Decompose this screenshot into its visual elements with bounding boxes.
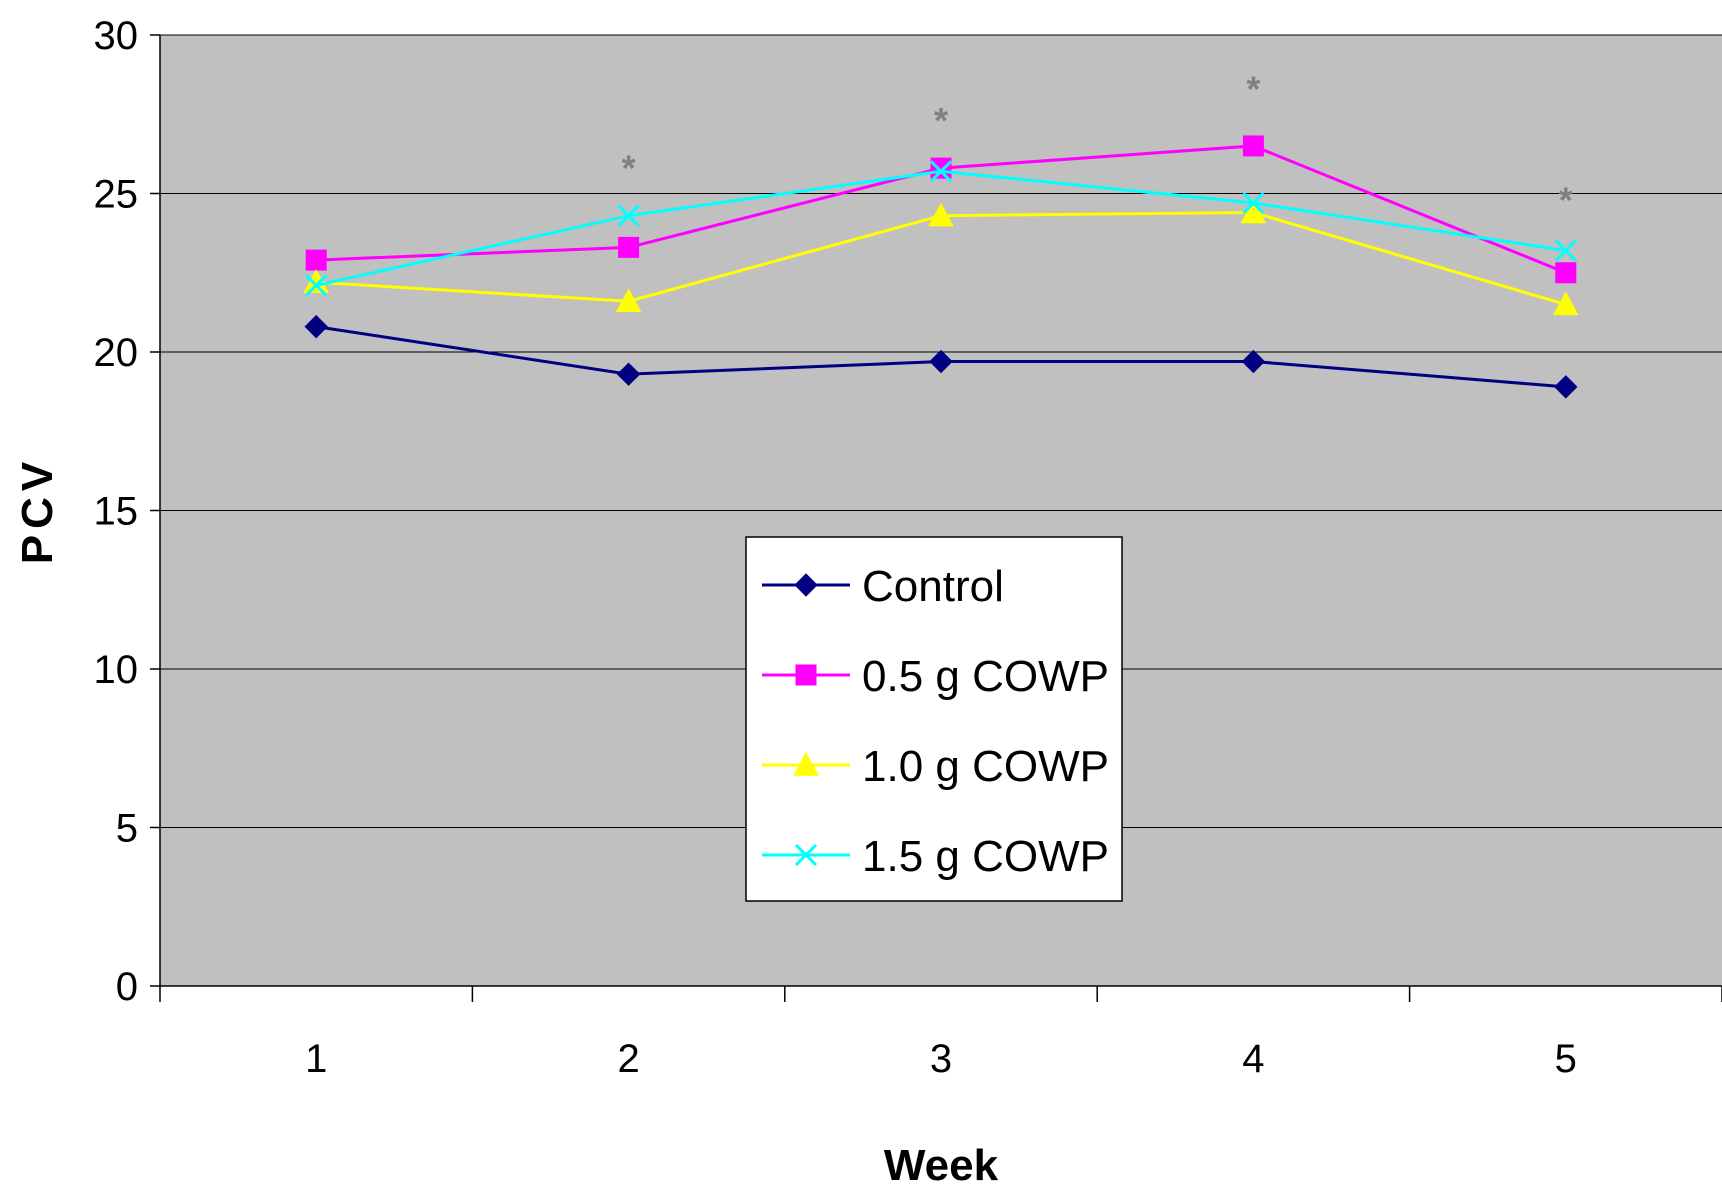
series-2 — [303, 199, 1579, 316]
x-axis-ticks: 1 2 3 4 5 — [159, 986, 1722, 1081]
marker-stroke — [1242, 191, 1265, 215]
data-point — [304, 314, 328, 339]
data-point — [1554, 375, 1578, 399]
y-axis-ticks: 0 5 10 15 20 25 30 — [94, 14, 160, 1009]
legend-swatch-marker — [793, 751, 819, 776]
marker-stroke — [1554, 239, 1577, 262]
significance-markers: * * * * — [622, 68, 1573, 220]
data-point — [1241, 349, 1266, 374]
legend-swatch-marker — [794, 573, 818, 597]
legend-entry: 1.5 g COWP — [762, 832, 1109, 881]
marker-stroke — [305, 274, 328, 297]
x-tick-label: 2 — [617, 1037, 639, 1081]
legend: Control 0.5 g COWP 1.0 g COWP 1.5 g COWP — [745, 536, 1123, 902]
x-axis-title: Week — [884, 1141, 999, 1190]
marker-stroke — [929, 160, 953, 183]
data-point — [616, 362, 641, 386]
series-0 — [304, 314, 1578, 399]
legend-entry: Control — [762, 562, 1004, 611]
marker-stroke — [617, 204, 640, 227]
data-point — [928, 202, 954, 227]
y-tick-label: 15 — [94, 490, 139, 534]
data-point — [305, 274, 328, 297]
significance-star: * — [1559, 179, 1573, 220]
data-point — [305, 249, 327, 271]
data-point — [930, 157, 952, 179]
data-point — [1242, 191, 1265, 215]
y-tick-label: 30 — [94, 14, 139, 58]
series-3 — [305, 160, 1577, 297]
data-point — [618, 236, 640, 258]
y-tick-label: 10 — [94, 648, 139, 692]
x-tick-label: 3 — [930, 1037, 952, 1081]
legend-label: 1.0 g COWP — [862, 742, 1109, 791]
legend-entry: 1.0 g COWP — [762, 742, 1109, 791]
x-tick-label: 1 — [305, 1037, 327, 1081]
y-axis-title: PCV — [13, 456, 62, 564]
legend-swatch-marker — [795, 664, 817, 686]
data-point — [1240, 199, 1267, 224]
data-point — [929, 349, 953, 374]
y-tick-label: 5 — [116, 807, 138, 851]
data-point — [1242, 135, 1264, 157]
marker-stroke — [794, 843, 818, 867]
legend-label: Control — [862, 562, 1004, 611]
data-point — [1554, 239, 1577, 262]
y-tick-label: 0 — [116, 965, 138, 1009]
legend-label: 0.5 g COWP — [862, 652, 1109, 701]
data-point — [929, 160, 953, 183]
y-tick-label: 25 — [94, 173, 139, 217]
x-tick-label: 4 — [1242, 1037, 1264, 1081]
data-point — [1555, 262, 1577, 284]
data-point — [615, 288, 642, 312]
significance-star: * — [622, 148, 636, 189]
series-group — [303, 135, 1579, 399]
y-tick-label: 20 — [94, 331, 139, 375]
x-tick-label: 5 — [1555, 1037, 1577, 1081]
legend-box — [745, 536, 1123, 902]
legend-entry: 0.5 g COWP — [762, 652, 1109, 701]
significance-star: * — [934, 100, 948, 141]
data-point — [617, 204, 640, 227]
legend-swatch-marker — [794, 843, 818, 867]
significance-star: * — [1246, 68, 1260, 109]
legend-label: 1.5 g COWP — [862, 832, 1109, 881]
data-point — [1552, 291, 1579, 316]
